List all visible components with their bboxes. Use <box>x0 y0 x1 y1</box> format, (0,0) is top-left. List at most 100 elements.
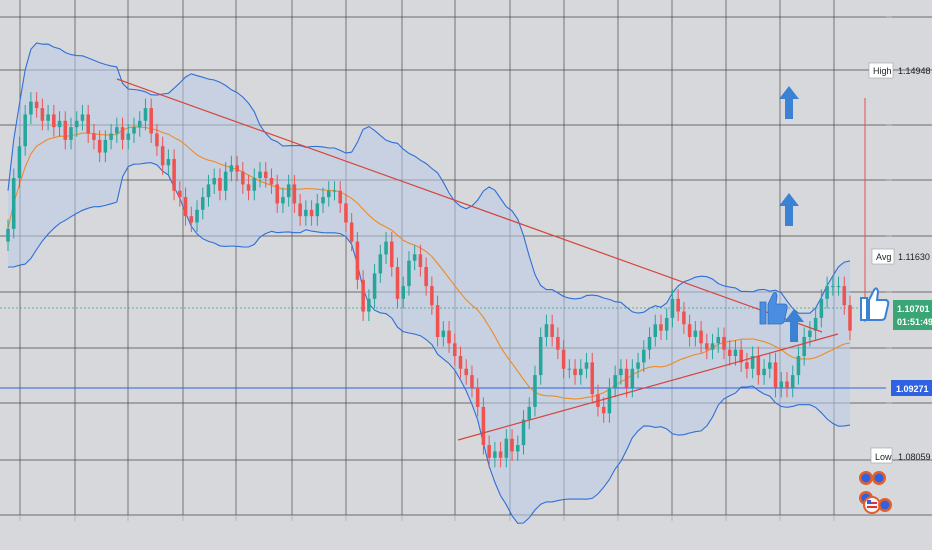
candle <box>722 327 726 360</box>
support-price-badge: 1.09271 <box>891 380 932 396</box>
candle <box>504 429 509 468</box>
time-axis-ticks <box>19 515 835 521</box>
candlesticks <box>6 92 852 468</box>
svg-text:Avg: Avg <box>876 252 891 262</box>
candle <box>69 117 73 150</box>
up-arrow-icon <box>779 193 799 226</box>
candle <box>332 181 337 201</box>
candle <box>544 314 549 347</box>
candle <box>40 98 45 131</box>
candle <box>269 168 274 194</box>
candle <box>6 219 10 252</box>
svg-text:1.08059: 1.08059 <box>898 452 931 462</box>
candle <box>493 441 497 468</box>
svg-text:High: High <box>873 66 892 76</box>
candle <box>46 104 50 131</box>
candle <box>773 352 778 398</box>
candle <box>779 371 784 398</box>
candle <box>29 92 33 124</box>
us-flag-icon[interactable] <box>863 496 892 514</box>
candle <box>372 263 377 309</box>
candle <box>435 295 440 347</box>
candle <box>716 327 721 353</box>
candle <box>756 346 761 385</box>
svg-text:01:51:49: 01:51:49 <box>897 317 932 327</box>
candle <box>727 340 732 366</box>
candle <box>97 130 102 163</box>
candle <box>848 295 852 341</box>
candle <box>475 378 480 417</box>
candle <box>126 123 131 150</box>
candle <box>516 435 520 461</box>
candle <box>189 206 194 233</box>
candle <box>739 340 743 372</box>
candle <box>367 289 371 322</box>
candle <box>647 327 652 360</box>
candle <box>263 162 268 188</box>
thumbs-up-icon <box>860 287 890 321</box>
bollinger-lower-band <box>8 162 851 524</box>
candle <box>653 314 658 347</box>
candle <box>23 104 27 156</box>
candle <box>527 397 532 430</box>
svg-text:1.14948: 1.14948 <box>898 66 931 76</box>
candle <box>441 321 446 347</box>
candle <box>624 359 629 398</box>
candle <box>670 289 675 328</box>
candle <box>452 333 457 366</box>
candle <box>430 276 434 315</box>
candle <box>281 187 285 213</box>
candle <box>705 333 709 360</box>
candle <box>762 359 766 385</box>
candle <box>241 162 245 194</box>
candle <box>699 321 703 353</box>
candle <box>258 162 262 188</box>
candle <box>34 92 39 118</box>
candle <box>246 174 251 201</box>
candle <box>275 174 279 213</box>
low-label: Low 1.08059 <box>870 447 931 464</box>
candle <box>103 130 108 163</box>
candle <box>155 123 159 156</box>
candle <box>693 321 698 347</box>
candle <box>109 123 113 150</box>
candle <box>235 155 239 182</box>
candle <box>57 111 62 137</box>
high-label: High 1.14948 <box>868 62 931 79</box>
candle <box>378 244 383 283</box>
candle <box>842 276 847 315</box>
candle <box>796 346 801 385</box>
candle <box>63 111 68 150</box>
candle <box>349 212 354 252</box>
candle <box>143 98 148 131</box>
candle <box>120 117 125 150</box>
candle <box>355 232 360 290</box>
economic-event-icon[interactable] <box>859 471 886 485</box>
candle <box>195 200 199 233</box>
candle <box>200 187 205 220</box>
candle <box>464 359 469 385</box>
candle <box>676 289 680 322</box>
candle <box>395 257 400 309</box>
candle <box>590 352 595 404</box>
candle <box>384 232 388 264</box>
candle <box>659 314 663 341</box>
candle <box>166 149 171 175</box>
candle <box>567 359 572 379</box>
candle <box>487 435 491 468</box>
bollinger-band-fill <box>8 43 850 524</box>
candle <box>733 340 738 366</box>
candle <box>206 174 211 207</box>
ascending-trendline[interactable] <box>457 333 839 441</box>
candle <box>613 365 617 398</box>
candle <box>682 302 686 334</box>
descending-trendline[interactable] <box>116 78 823 333</box>
candle <box>389 232 394 277</box>
candle <box>819 289 824 328</box>
candle <box>223 162 228 201</box>
candle <box>836 276 841 296</box>
candle <box>584 352 589 379</box>
candle <box>510 429 514 461</box>
candle <box>785 371 789 398</box>
